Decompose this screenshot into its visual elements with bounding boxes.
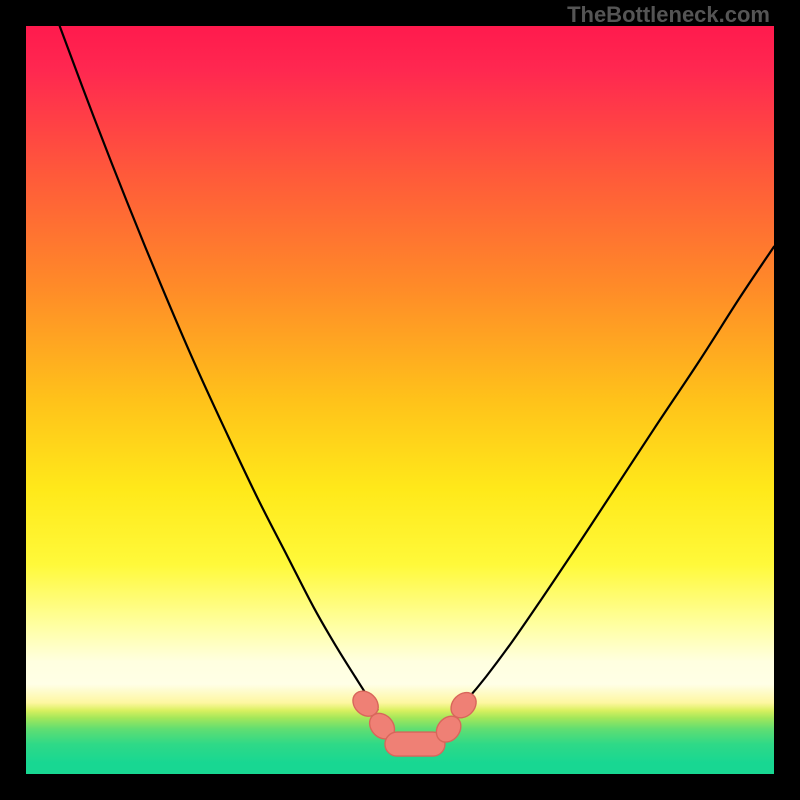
watermark-text: TheBottleneck.com <box>567 2 770 27</box>
bottom-mark-2 <box>385 732 445 756</box>
plot-area-background <box>26 26 774 774</box>
chart-svg: TheBottleneck.com <box>0 0 800 800</box>
chart-root: TheBottleneck.com <box>0 0 800 800</box>
